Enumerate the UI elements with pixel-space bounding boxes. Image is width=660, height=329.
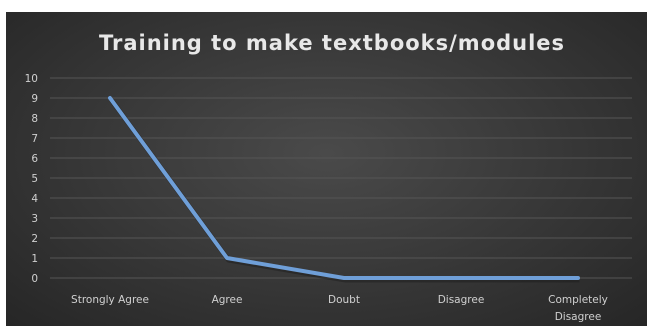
series-lines <box>108 96 580 283</box>
x-category-label: Agree <box>212 294 243 306</box>
x-category-label: Completely Disagree <box>548 294 608 323</box>
y-tick-label: 10 <box>25 73 38 85</box>
x-category-label: Disagree <box>438 294 485 306</box>
series-line <box>108 96 580 280</box>
series-line-shadow <box>109 98 580 283</box>
x-category-label: Strongly Agree <box>71 294 149 306</box>
y-tick-label: 2 <box>31 233 38 245</box>
x-axis-category-labels: Strongly Agree Agree Doubt Disagree Complete… <box>71 294 608 323</box>
y-tick-label: 7 <box>31 133 38 145</box>
y-axis-tick-labels: 0 1 2 3 4 5 6 7 8 9 10 <box>25 73 39 285</box>
y-tick-label: 3 <box>31 213 38 225</box>
y-tick-label: 5 <box>31 173 38 185</box>
y-tick-label: 1 <box>31 253 38 265</box>
x-category-label: Doubt <box>328 294 360 306</box>
y-tick-label: 6 <box>31 153 38 165</box>
y-tick-label: 9 <box>31 93 38 105</box>
chart-title: Training to make textbooks/modules <box>99 31 565 55</box>
gridlines <box>50 77 632 279</box>
y-tick-label: 8 <box>31 113 38 125</box>
y-tick-label: 0 <box>31 273 38 285</box>
y-tick-label: 4 <box>31 193 38 205</box>
